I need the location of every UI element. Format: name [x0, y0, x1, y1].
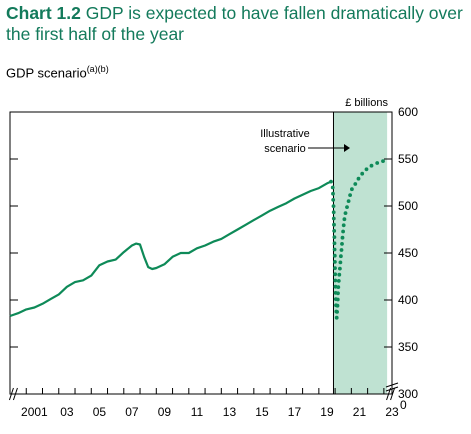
gdp-history-line — [9, 180, 332, 318]
gdp-scenario-dot — [330, 185, 335, 190]
gdp-scenario-dot — [335, 310, 339, 314]
y-tick-label: 350 — [398, 340, 418, 354]
gdp-scenario-dot — [332, 222, 336, 227]
gdp-scenario-dot — [331, 191, 335, 196]
gdp-scenario-dot — [333, 284, 338, 289]
annotation-line-1: Illustrative — [260, 128, 310, 140]
gdp-scenario-dot — [332, 247, 337, 252]
y-tick-label: 300 — [398, 387, 418, 401]
gdp-scenario-dot — [345, 205, 349, 210]
gdp-scenario-dot — [338, 260, 343, 265]
scenario-shading — [333, 112, 388, 394]
gdp-scenario-dot — [333, 266, 337, 270]
gdp-scenario-dot — [331, 204, 336, 209]
gdp-scenario-dot — [339, 254, 343, 259]
gdp-scenario-dot — [336, 285, 341, 289]
gdp-scenario-dot — [332, 253, 337, 258]
gdp-scenario-dot — [348, 193, 352, 198]
x-axis-break-mark — [8, 387, 18, 401]
y-tick-label: 500 — [398, 199, 418, 213]
x-tick-label: 23 — [385, 405, 399, 419]
gdp-scenario-dot — [346, 199, 351, 204]
annotation-arrow-head — [344, 144, 350, 152]
y-tick-label-zero: 0 — [400, 398, 407, 412]
x-tick-label: 13 — [223, 405, 237, 419]
gdp-scenario-dot — [375, 161, 380, 165]
gdp-scenario-dot — [335, 297, 340, 302]
gdp-scenario-dot — [340, 235, 345, 240]
gdp-scenario-dot — [369, 163, 374, 168]
gdp-scenario-dot — [331, 210, 336, 215]
gdp-scenario-dot — [336, 291, 340, 296]
gdp-scenario-dot — [333, 260, 337, 264]
gdp-scenario-dot — [338, 266, 342, 271]
gdp-scenario-dot — [341, 223, 346, 228]
gdp-scenario-dot — [341, 229, 345, 234]
gdp-scenario-dot — [356, 176, 361, 181]
x-tick-label: 05 — [93, 405, 107, 419]
gdp-scenario-dot — [360, 171, 365, 176]
gdp-scenario-dot — [353, 182, 358, 186]
chart-footnote-refs: (a)(b) — [86, 64, 109, 74]
x-tick-label: 17 — [288, 405, 302, 419]
y-tick-label: 450 — [398, 246, 418, 260]
chart-title: Chart 1.2 GDP is expected to have fallen… — [6, 3, 468, 45]
x-tick-label: 11 — [191, 405, 204, 419]
gdp-scenario-dot — [332, 235, 337, 240]
gdp-scenario-dot — [331, 216, 336, 221]
x-axis-break-mark — [386, 387, 396, 401]
gdp-scenario-dot — [337, 272, 342, 277]
gdp-scenario-dot — [335, 303, 340, 308]
x-tick-label: 09 — [158, 405, 172, 419]
gdp-scenario-dot — [329, 179, 333, 184]
gdp-scenario-dot — [340, 242, 344, 246]
gdp-scenario-dot — [343, 211, 348, 216]
y-tick-label: 600 — [398, 105, 418, 119]
gdp-scenario-dot — [364, 167, 369, 172]
chart-title-text: GDP is expected to have fallen dramatica… — [6, 3, 463, 44]
chart-subtitle: GDP scenario(a)(b) — [6, 64, 109, 80]
x-tick-label: 2001 — [21, 405, 48, 419]
gdp-scenario-dot — [339, 248, 344, 252]
x-tick-label: 03 — [60, 405, 74, 419]
y-axis-break-mark — [385, 382, 399, 392]
gdp-scenario-dot — [333, 272, 338, 277]
gdp-scenario-dot — [333, 278, 338, 283]
y-tick-label: 400 — [398, 293, 418, 307]
gdp-scenario-dot — [350, 187, 354, 192]
gdp-scenario-dot — [331, 198, 336, 202]
gdp-scenario-dot — [332, 229, 337, 233]
gdp-scenario-dot — [332, 241, 337, 246]
x-tick-label: 19 — [320, 405, 334, 419]
x-tick-label: 07 — [125, 405, 139, 419]
x-tick-label: 15 — [255, 405, 269, 419]
chart-number: Chart 1.2 — [6, 3, 81, 23]
y-axis-unit-label: £ billions — [345, 97, 388, 109]
y-tick-label: 550 — [398, 152, 418, 166]
gdp-scenario-dot — [334, 315, 339, 320]
gdp-scenario-dot — [342, 217, 347, 222]
chart-subtitle-text: GDP scenario — [6, 65, 87, 81]
gdp-scenario-dot — [336, 279, 341, 283]
gdp-scenario-dot — [381, 159, 385, 164]
x-tick-label: 21 — [353, 405, 367, 419]
annotation-line-2: scenario — [264, 143, 306, 155]
